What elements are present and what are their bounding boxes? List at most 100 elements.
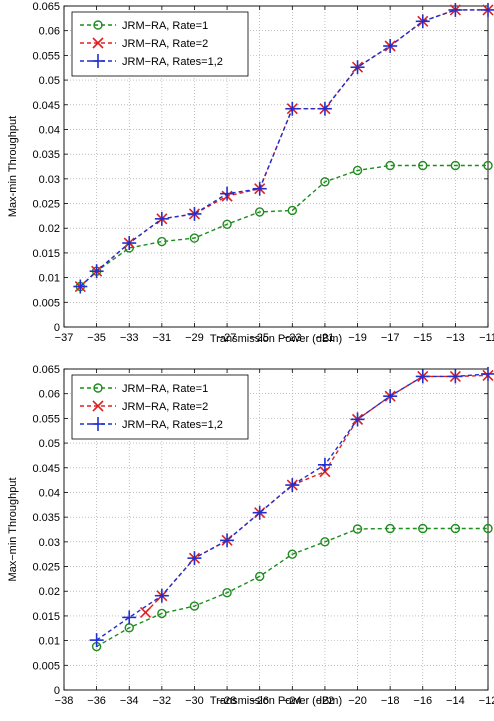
x-tick-label: −14: [446, 695, 465, 707]
y-tick-label: 0.035: [32, 149, 60, 161]
y-tick-label: 0.03: [39, 174, 60, 186]
data-point: [154, 588, 169, 603]
data-point: [383, 389, 398, 404]
plot-area-frame: [63, 368, 489, 691]
legend: JRM−RA, Rate=1 JRM−RA, Rate=2 JRM−RA, Rate…: [71, 11, 249, 77]
y-tick-label: 0.045: [32, 100, 60, 112]
legend-marker: [91, 417, 105, 431]
legend-marker: [93, 20, 103, 30]
data-point: [187, 551, 202, 566]
x-tick-label: −21: [316, 332, 335, 344]
legend-label: JRM−RA, Rate=1: [122, 383, 208, 395]
x-tick-label: −15: [413, 332, 432, 344]
data-point: [415, 369, 430, 384]
data-point: [254, 571, 265, 582]
x-tick-label: −32: [153, 695, 172, 707]
data-point: [448, 2, 463, 17]
data-point: [157, 236, 167, 247]
x-tick-label: −22: [316, 695, 335, 707]
y-tick-label: 0.055: [32, 50, 60, 62]
chart-panel-1: −37 −35 −33 −31 −29 −27 −25 −23 −21 −19 −17 −15 −13 −…: [7, 1, 494, 345]
y-tick-label: 0.055: [32, 413, 60, 425]
x-tick-label: −34: [120, 695, 139, 707]
legend-marker: [92, 400, 104, 412]
x-tick-label: −28: [218, 695, 237, 707]
y-tick-label: 0.04: [39, 124, 60, 136]
x-axis-label: Transmission Power (dBm): [210, 333, 342, 345]
x-tick-label: −30: [185, 695, 204, 707]
legend-label: JRM−RA, Rates=1,2: [122, 56, 223, 68]
y-tick-label: 0.01: [39, 636, 60, 648]
plot-area-frame: [63, 5, 489, 328]
y-tick-label: 0.05: [39, 438, 60, 450]
y-tick-label: 0.065: [32, 364, 60, 376]
data-point: [252, 181, 267, 196]
x-tick-label: −29: [185, 332, 204, 344]
y-tick-label: 0.04: [39, 487, 60, 499]
x-tick-label: −20: [348, 695, 367, 707]
data-point: [385, 523, 395, 534]
y-tick-label: 0.05: [39, 75, 60, 87]
data-point: [320, 537, 330, 547]
legend-marker: [92, 37, 104, 49]
y-tick-label: 0.005: [32, 660, 60, 672]
data-point: [220, 533, 235, 548]
data-point: [352, 524, 363, 534]
y-tick-label: 0.06: [39, 26, 60, 38]
data-point: [418, 160, 428, 171]
x-axis-label: Transmission Power (dBm): [210, 695, 342, 707]
x-tick-label: −13: [446, 332, 465, 344]
x-tick-label: −11: [479, 332, 494, 344]
data-point: [383, 39, 398, 54]
data-point: [448, 369, 463, 384]
data-point: [285, 478, 300, 493]
y-tick-label: 0.005: [32, 297, 60, 309]
data-point: [320, 177, 330, 187]
y-tick-label: 0: [54, 685, 60, 697]
y-tick-label: 0.065: [32, 1, 60, 13]
y-tick-label: 0.015: [32, 611, 60, 623]
data-point: [220, 186, 235, 201]
data-point: [157, 608, 167, 619]
x-tick-label: −12: [479, 695, 494, 707]
y-tick-label: 0.02: [39, 586, 60, 598]
data-point: [252, 505, 267, 520]
data-point: [350, 412, 365, 427]
y-tick-label: 0.025: [32, 562, 60, 574]
legend-marker: [91, 54, 105, 68]
x-tick-label: −27: [218, 332, 237, 344]
series-line: [96, 527, 488, 648]
y-tick-label: 0.02: [39, 223, 60, 235]
data-point: [481, 366, 494, 381]
data-point: [418, 523, 428, 534]
y-tick-label: 0.01: [39, 273, 60, 285]
x-tick-label: −26: [250, 695, 269, 707]
legend-label: JRM−RA, Rate=2: [122, 401, 208, 413]
y-tick-label: 0.03: [39, 537, 60, 549]
data-point: [254, 207, 265, 217]
x-tick-label: −19: [348, 332, 367, 344]
series-circle: [91, 523, 493, 652]
data-point: [481, 2, 494, 17]
data-point: [287, 205, 298, 216]
data-point: [139, 606, 152, 619]
legend-marker: [93, 383, 103, 393]
data-point: [352, 165, 363, 176]
legend-label: JRM−RA, Rate=2: [122, 38, 208, 50]
data-point: [317, 457, 332, 472]
legend: JRM−RA, Rate=1 JRM−RA, Rate=2 JRM−RA, Rate…: [71, 374, 249, 440]
y-axis-label: Max−min Throughput: [7, 477, 19, 581]
data-point: [122, 610, 137, 625]
x-tick-label: −36: [87, 695, 106, 707]
y-tick-label: 0: [54, 322, 60, 334]
x-tick-label: −33: [120, 332, 139, 344]
x-tick-label: −17: [381, 332, 400, 344]
series-plus: [89, 366, 494, 648]
data-point: [189, 233, 200, 243]
series-line: [79, 164, 488, 288]
data-point: [122, 236, 137, 251]
x-tick-label: −16: [413, 695, 432, 707]
y-tick-label: 0.045: [32, 463, 60, 475]
series-line: [79, 9, 488, 288]
